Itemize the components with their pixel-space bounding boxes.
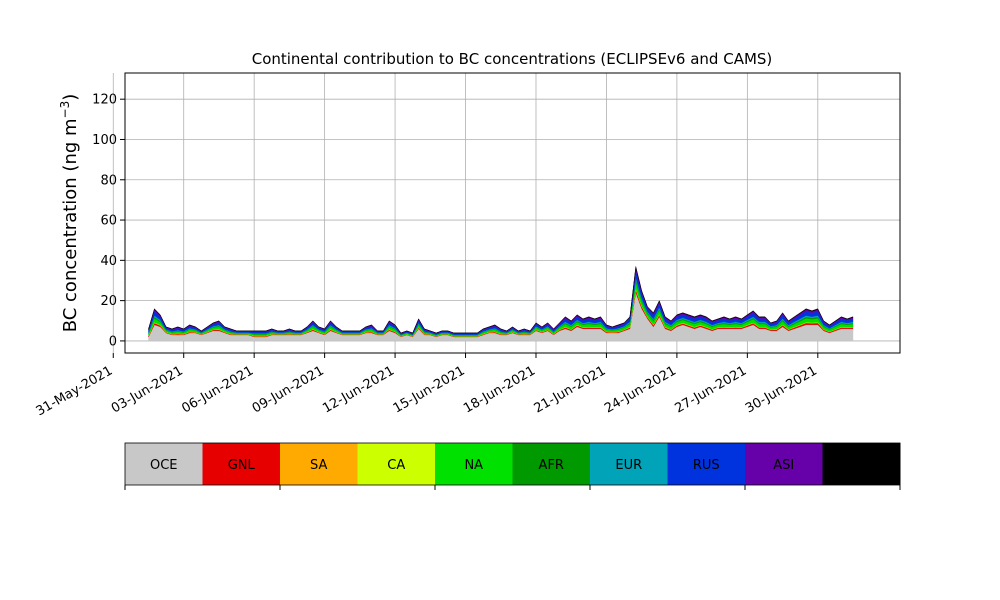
y-axis-label-close: ) <box>60 94 81 101</box>
legend-label-sa: SA <box>310 458 327 473</box>
legend-swatch-sa <box>280 443 358 485</box>
legend-label-asi: ASI <box>773 458 794 473</box>
y-tick-label: 100 <box>92 133 117 148</box>
legend-label-na: NA <box>464 458 483 473</box>
y-axis-ticks: 0 20 40 60 80 100 120 <box>92 93 125 349</box>
legend-label-aus: AUS <box>848 458 875 473</box>
legend-swatch-asi <box>745 443 823 485</box>
y-tick-label: 60 <box>100 214 117 229</box>
stacked-areas <box>148 266 854 342</box>
y-tick-label: 0 <box>109 334 117 349</box>
y-tick-label: 40 <box>100 254 117 269</box>
legend-label-rus: RUS <box>693 458 720 473</box>
legend-swatch-rus <box>667 443 746 485</box>
y-axis-label-superscript: −3 <box>58 101 72 119</box>
legend-label-oce: OCE <box>150 458 178 473</box>
legend-swatch-afr <box>512 443 591 485</box>
legend-label-afr: AFR <box>539 458 564 473</box>
legend-label-eur: EUR <box>615 458 642 473</box>
legend-swatch-eur <box>590 443 668 485</box>
y-tick-label: 20 <box>100 294 117 309</box>
legend-frame <box>124 442 901 486</box>
legend-colorbar: OCE GNL SA CA NA AFR EUR RUS ASI AUS <box>124 442 901 490</box>
legend-label-gnl: GNL <box>228 458 256 473</box>
legend-swatch-ca <box>357 443 436 485</box>
legend-label-ca: CA <box>387 458 405 473</box>
area-aus <box>148 266 854 334</box>
y-tick-label: 80 <box>100 173 117 188</box>
legend-swatch-oce <box>125 443 203 485</box>
legend-swatch-na <box>435 443 513 485</box>
legend-swatch-aus <box>822 443 901 485</box>
y-tick-label: 120 <box>92 93 117 108</box>
legend-swatch-gnl <box>202 443 281 485</box>
y-axis-label: BC concentration (ng m−3) <box>58 94 81 333</box>
chart-title: Continental contribution to BC concentra… <box>252 50 773 68</box>
plot-frame <box>124 72 901 354</box>
